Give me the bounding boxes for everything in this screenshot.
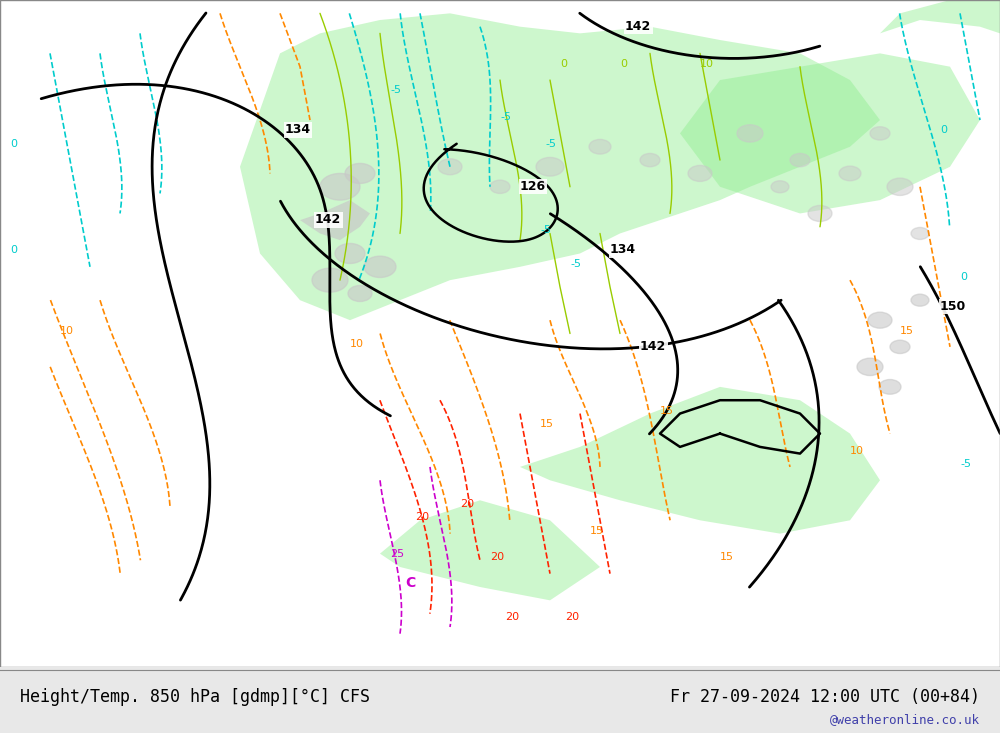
Circle shape (771, 181, 789, 193)
Circle shape (320, 174, 360, 200)
Text: -5: -5 (390, 85, 401, 95)
Text: 0: 0 (620, 59, 627, 69)
Text: 0: 0 (940, 125, 947, 136)
Text: 0: 0 (10, 246, 17, 256)
Text: 20: 20 (505, 612, 519, 622)
Text: 10: 10 (350, 339, 364, 349)
Text: 10: 10 (700, 59, 714, 69)
Text: 142: 142 (315, 213, 341, 226)
Text: 15: 15 (660, 405, 674, 416)
Text: -5: -5 (500, 112, 511, 122)
Circle shape (490, 180, 510, 194)
Text: 15: 15 (540, 419, 554, 429)
Circle shape (348, 285, 372, 301)
Circle shape (312, 268, 348, 292)
Text: -5: -5 (960, 459, 971, 469)
Circle shape (857, 358, 883, 375)
Circle shape (887, 178, 913, 196)
Text: 134: 134 (610, 243, 636, 257)
Circle shape (808, 205, 832, 221)
Text: 126: 126 (520, 180, 546, 193)
Circle shape (911, 294, 929, 306)
Text: -5: -5 (540, 226, 551, 235)
Text: C: C (405, 576, 415, 590)
Circle shape (868, 312, 892, 328)
Circle shape (640, 153, 660, 167)
Text: -5: -5 (570, 259, 581, 269)
Text: 142: 142 (640, 340, 666, 353)
Text: 10: 10 (60, 325, 74, 336)
Polygon shape (880, 0, 1000, 33)
Text: 15: 15 (720, 552, 734, 562)
Circle shape (737, 125, 763, 142)
Circle shape (839, 166, 861, 181)
Polygon shape (380, 500, 600, 600)
Text: 20: 20 (565, 612, 579, 622)
Text: 0: 0 (560, 59, 567, 69)
Circle shape (911, 227, 929, 240)
Polygon shape (520, 387, 880, 534)
Text: 10: 10 (850, 446, 864, 456)
Circle shape (890, 340, 910, 353)
Polygon shape (240, 13, 880, 320)
Text: Height/Temp. 850 hPa [gdmp][°C] CFS: Height/Temp. 850 hPa [gdmp][°C] CFS (20, 688, 370, 706)
Text: 150: 150 (940, 301, 966, 313)
Text: @weatheronline.co.uk: @weatheronline.co.uk (830, 713, 980, 726)
Text: 25: 25 (390, 549, 404, 559)
Text: 20: 20 (490, 552, 504, 562)
Circle shape (870, 127, 890, 140)
Circle shape (790, 153, 810, 167)
Circle shape (345, 163, 375, 183)
Text: 134: 134 (285, 123, 311, 136)
Circle shape (364, 256, 396, 278)
Text: 15: 15 (590, 526, 604, 536)
Text: -5: -5 (545, 139, 556, 149)
Text: 20: 20 (460, 499, 474, 509)
Circle shape (589, 139, 611, 154)
Text: 142: 142 (625, 20, 651, 33)
Polygon shape (300, 200, 370, 240)
Text: Fr 27-09-2024 12:00 UTC (00+84): Fr 27-09-2024 12:00 UTC (00+84) (670, 688, 980, 706)
Text: 0: 0 (960, 272, 967, 282)
Circle shape (438, 159, 462, 174)
Text: 15: 15 (900, 325, 914, 336)
Polygon shape (680, 54, 980, 213)
Text: 20: 20 (415, 512, 429, 523)
Circle shape (536, 158, 564, 176)
Text: 0: 0 (10, 139, 17, 149)
Circle shape (879, 380, 901, 394)
Circle shape (335, 243, 365, 263)
Circle shape (688, 166, 712, 182)
